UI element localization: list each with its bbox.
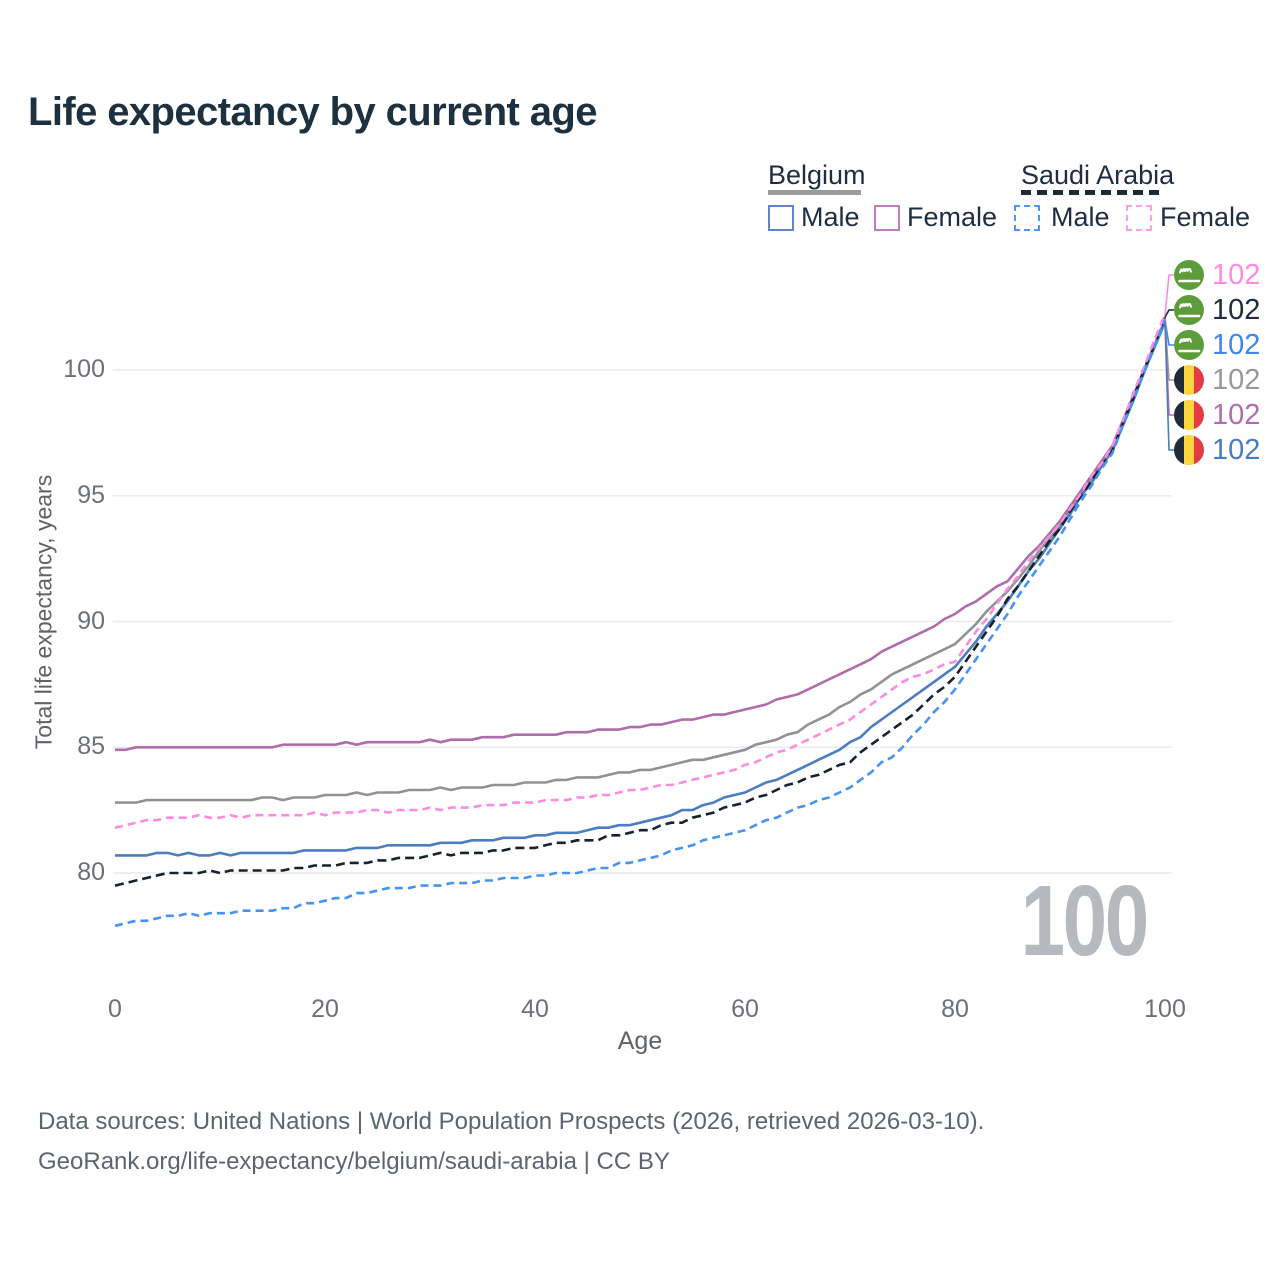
series-line-belgium-female[interactable] xyxy=(115,319,1167,752)
footer-attribution-link: GeoRank.org/life-expectancy/belgium/saud… xyxy=(38,1148,670,1175)
end-value-saudi-male: 102 xyxy=(1212,329,1261,361)
end-value-belgium-male: 102 xyxy=(1212,434,1261,466)
end-label-belgium-total: 102 xyxy=(1174,365,1260,395)
legend-underline-belgium xyxy=(768,190,861,195)
x-tick-label-80: 80 xyxy=(941,995,969,1023)
end-value-saudi-total: 102 xyxy=(1212,294,1261,326)
y-tick-label-95: 95 xyxy=(77,480,105,509)
x-tick-label-20: 20 xyxy=(311,995,339,1023)
x-tick-label-40: 40 xyxy=(521,995,549,1023)
x-axis-title: Age xyxy=(617,1027,663,1055)
footer-data-sources: Data sources: United Nations | World Pop… xyxy=(38,1108,985,1135)
legend-group-belgium[interactable]: Belgium xyxy=(768,160,866,190)
legend-group-saudi-arabia[interactable]: Saudi Arabia xyxy=(1021,160,1175,190)
end-value-belgium-total: 102 xyxy=(1212,364,1261,396)
legend-swatch-belgium-male[interactable] xyxy=(768,205,794,231)
belgium-flag-icon xyxy=(1174,435,1204,465)
leader-line-saudi-female xyxy=(1164,274,1174,315)
series-line-saudi-female[interactable] xyxy=(114,314,1167,829)
series-line-belgium-male[interactable] xyxy=(115,321,1167,857)
legend-label-belgium-male[interactable]: Male xyxy=(801,202,860,232)
y-tick-label-90: 90 xyxy=(77,606,105,635)
saudi-arabia-flag-icon xyxy=(1174,330,1204,360)
x-tick-label-100: 100 xyxy=(1144,995,1186,1023)
legend-label-saudi-female[interactable]: Female xyxy=(1160,202,1251,232)
saudi-arabia-flag-icon xyxy=(1174,260,1204,290)
leader-line-saudi-total xyxy=(1164,309,1174,318)
series-line-belgium-total[interactable] xyxy=(115,319,1167,804)
legend-label-belgium-female[interactable]: Female xyxy=(907,202,998,232)
end-value-belgium-female: 102 xyxy=(1212,399,1261,431)
belgium-flag-icon xyxy=(1174,400,1204,430)
x-tick-label-60: 60 xyxy=(731,995,759,1023)
saudi-arabia-flag-icon xyxy=(1174,295,1204,325)
series-line-saudi-male[interactable] xyxy=(114,319,1167,928)
y-tick-label-80: 80 xyxy=(77,858,105,886)
series-line-saudi-total[interactable] xyxy=(114,316,1167,887)
legend-swatch-belgium-female[interactable] xyxy=(874,205,900,231)
legend-underline-saudi-arabia xyxy=(1021,190,1165,195)
end-value-saudi-female: 102 xyxy=(1212,259,1261,291)
x-tick-label-0: 0 xyxy=(108,995,122,1023)
hovered-age-watermark: 100 xyxy=(1020,865,1150,977)
legend-label-saudi-male[interactable]: Male xyxy=(1051,202,1110,232)
belgium-flag-icon xyxy=(1174,365,1204,395)
end-label-saudi-male: 102 xyxy=(1174,330,1260,360)
end-label-saudi-total: 102 xyxy=(1174,295,1260,325)
y-tick-label-85: 85 xyxy=(77,732,105,761)
y-tick-label-100: 100 xyxy=(63,355,105,383)
leader-line-belgium-male xyxy=(1164,322,1174,451)
end-label-belgium-female: 102 xyxy=(1174,400,1260,430)
page-title: Life expectancy by current age xyxy=(28,90,598,134)
legend-swatch-saudi-male[interactable] xyxy=(1014,205,1040,231)
legend-swatch-saudi-female[interactable] xyxy=(1126,205,1152,231)
end-label-belgium-male: 102 xyxy=(1174,435,1260,465)
end-label-saudi-female: 102 xyxy=(1174,260,1260,290)
